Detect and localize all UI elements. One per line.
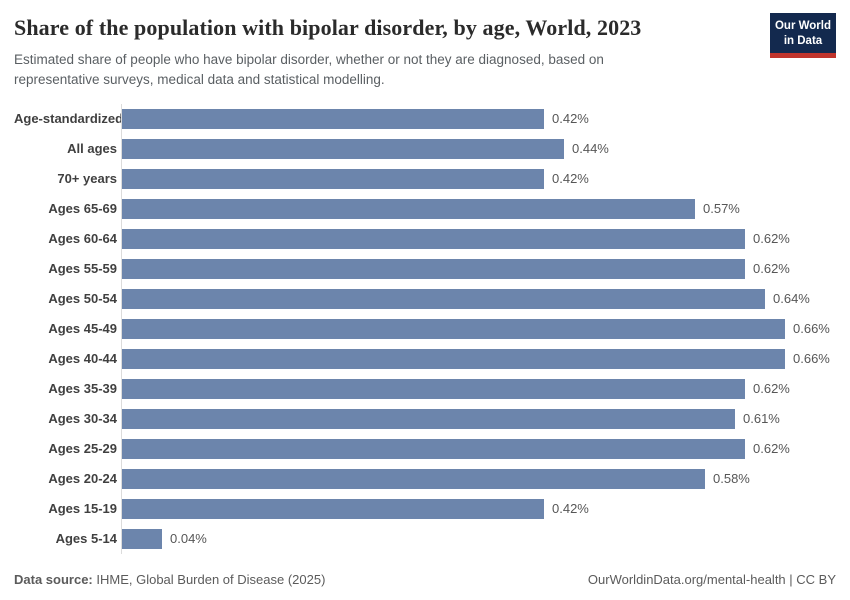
value-label: 0.62% <box>753 381 790 397</box>
bar-row: Ages 20-24 0.58% <box>14 463 836 494</box>
bar[interactable] <box>122 138 564 159</box>
bar[interactable] <box>122 198 695 219</box>
bar-row: Ages 35-39 0.62% <box>14 373 836 404</box>
category-label: Ages 25-29 <box>48 441 117 457</box>
category-label: Ages 30-34 <box>48 411 117 427</box>
bar[interactable] <box>122 288 765 309</box>
bar-track: 0.62% <box>121 373 836 404</box>
category-label: All ages <box>67 141 117 157</box>
bar-track: 0.44% <box>121 133 836 164</box>
category-label: Ages 55-59 <box>48 261 117 277</box>
bar-track: 0.61% <box>121 403 836 434</box>
bar[interactable] <box>122 528 162 549</box>
value-label: 0.62% <box>753 441 790 457</box>
chart-header: Share of the population with bipolar dis… <box>0 0 850 89</box>
data-source: Data source: IHME, Global Burden of Dise… <box>14 572 325 587</box>
data-source-text: IHME, Global Burden of Disease (2025) <box>92 572 326 587</box>
value-label: 0.42% <box>552 111 589 127</box>
value-label: 0.04% <box>170 531 207 547</box>
category-label: Ages 65-69 <box>48 201 117 217</box>
bar-track: 0.42% <box>121 163 836 194</box>
value-label: 0.42% <box>552 171 589 187</box>
bar-track: 0.66% <box>121 343 836 374</box>
bar-track: 0.42% <box>121 103 836 134</box>
owid-logo: Our World in Data <box>770 13 836 58</box>
category-label: Age-standardized <box>14 111 124 127</box>
bar-row: Ages 25-29 0.62% <box>14 433 836 464</box>
chart-footer: Data source: IHME, Global Burden of Dise… <box>14 572 836 587</box>
bar[interactable] <box>122 258 745 279</box>
category-label: Ages 50-54 <box>48 291 117 307</box>
data-source-label: Data source: <box>14 572 93 587</box>
category-label: Ages 5-14 <box>55 531 117 547</box>
value-label: 0.66% <box>793 321 830 337</box>
bar-row: All ages 0.44% <box>14 133 836 164</box>
value-label: 0.62% <box>753 231 790 247</box>
value-label: 0.62% <box>753 261 790 277</box>
category-label: Ages 20-24 <box>48 471 117 487</box>
value-label: 0.61% <box>743 411 780 427</box>
bar-row: Ages 5-14 0.04% <box>14 523 836 554</box>
bar-rows: Age-standardized 0.42% All ages 0.44% 70+ ye… <box>14 103 836 554</box>
bar[interactable] <box>122 408 735 429</box>
bar-row: Ages 65-69 0.57% <box>14 193 836 224</box>
value-label: 0.66% <box>793 351 830 367</box>
bar[interactable] <box>122 108 544 129</box>
bar-chart: Age-standardized 0.42% All ages 0.44% 70+ ye… <box>0 103 850 554</box>
bar-track: 0.58% <box>121 463 836 494</box>
bar[interactable] <box>122 168 544 189</box>
bar-row: Ages 60-64 0.62% <box>14 223 836 254</box>
bar-track: 0.62% <box>121 253 836 284</box>
value-label: 0.64% <box>773 291 810 307</box>
bar[interactable] <box>122 378 745 399</box>
category-label: Ages 60-64 <box>48 231 117 247</box>
owid-logo-line2: in Data <box>783 34 823 47</box>
bar[interactable] <box>122 468 705 489</box>
category-label: Ages 15-19 <box>48 501 117 517</box>
bar-row: Ages 30-34 0.61% <box>14 403 836 434</box>
bar[interactable] <box>122 228 745 249</box>
category-label: Ages 45-49 <box>48 321 117 337</box>
value-label: 0.58% <box>713 471 750 487</box>
page-title: Share of the population with bipolar dis… <box>14 15 642 40</box>
value-label: 0.44% <box>572 141 609 157</box>
bar-track: 0.04% <box>121 523 836 554</box>
bar[interactable] <box>122 438 745 459</box>
owid-logo-line1: Our World <box>774 20 831 32</box>
credit-link[interactable]: OurWorldinData.org/mental-health | CC BY <box>587 572 836 587</box>
bar-row: 70+ years 0.42% <box>14 163 836 194</box>
bar[interactable] <box>122 348 785 369</box>
bar[interactable] <box>122 318 785 339</box>
category-label: 70+ years <box>57 171 117 187</box>
bar-row: Ages 55-59 0.62% <box>14 253 836 284</box>
bar-track: 0.57% <box>121 193 836 224</box>
value-label: 0.57% <box>703 201 740 217</box>
bar-track: 0.42% <box>121 493 836 524</box>
bar-track: 0.62% <box>121 433 836 464</box>
bar-row: Ages 40-44 0.66% <box>14 343 836 374</box>
bar-row: Ages 45-49 0.66% <box>14 313 836 344</box>
bar-track: 0.66% <box>121 313 836 344</box>
bar-row: Age-standardized 0.42% <box>14 103 836 134</box>
category-label: Ages 35-39 <box>48 381 117 397</box>
bar-track: 0.64% <box>121 283 836 314</box>
bar-track: 0.62% <box>121 223 836 254</box>
bar-row: Ages 15-19 0.42% <box>14 493 836 524</box>
chart-subtitle: Estimated share of people who have bipol… <box>14 52 604 87</box>
category-label: Ages 40-44 <box>48 351 117 367</box>
value-label: 0.42% <box>552 501 589 517</box>
bar-row: Ages 50-54 0.64% <box>14 283 836 314</box>
bar[interactable] <box>122 498 544 519</box>
